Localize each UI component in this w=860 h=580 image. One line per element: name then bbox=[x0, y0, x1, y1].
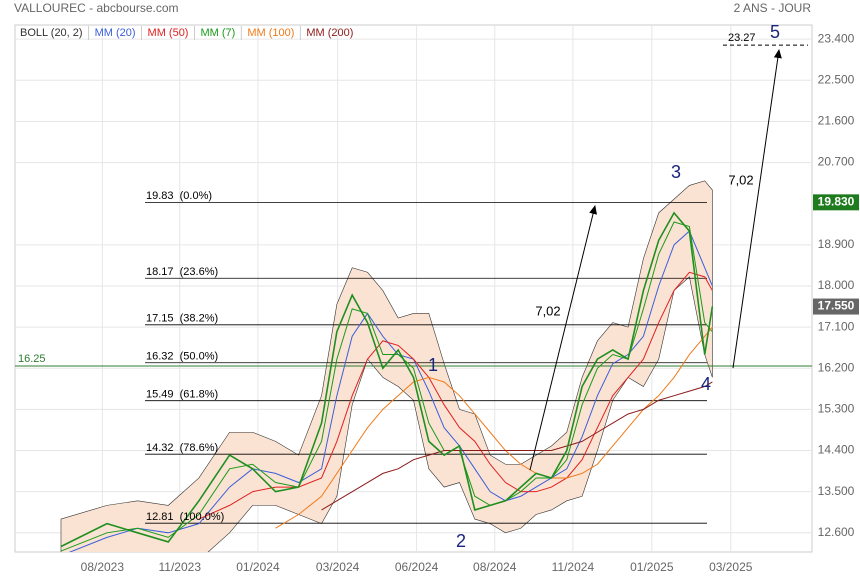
fib-label: 16.32 (50.0%) bbox=[146, 351, 218, 363]
x-tick-label: 06/2024 bbox=[395, 560, 439, 574]
arrow bbox=[732, 49, 782, 369]
legend-label: BOLL (20, 2) bbox=[20, 27, 83, 39]
price-box-label: 17.550 bbox=[818, 299, 855, 313]
x-tick-label: 03/2025 bbox=[709, 560, 753, 574]
legend-label: MM (200) bbox=[306, 27, 353, 39]
x-tick-label: 01/2024 bbox=[236, 560, 280, 574]
x-tick-label: 08/2023 bbox=[81, 560, 125, 574]
x-tick-label: 03/2024 bbox=[316, 560, 360, 574]
wave-label: 3 bbox=[671, 162, 681, 182]
y-tick-label: 20.700 bbox=[818, 155, 855, 169]
x-tick-label: 11/2023 bbox=[159, 560, 202, 574]
x-tick-label: 11/2024 bbox=[552, 560, 595, 574]
wave-label: 4 bbox=[701, 374, 711, 394]
y-tick-label: 16.200 bbox=[818, 360, 855, 374]
chart-title: VALLOUREC - abcbourse.com bbox=[14, 1, 179, 15]
y-tick-label: 17.100 bbox=[818, 319, 855, 333]
legend-label: MM (50) bbox=[148, 27, 189, 39]
target-label: 23.27 bbox=[728, 32, 756, 44]
y-tick-label: 14.400 bbox=[818, 443, 855, 457]
wave-label: 2 bbox=[456, 531, 466, 551]
y-tick-label: 12.600 bbox=[818, 525, 855, 539]
fib-label: 19.83 (0.0%) bbox=[146, 190, 212, 202]
fib-label: 14.32 (78.6%) bbox=[146, 442, 218, 454]
measure-label: 7,02 bbox=[535, 303, 560, 318]
moving-average bbox=[321, 381, 713, 511]
x-tick-label: 01/2025 bbox=[630, 560, 674, 574]
y-tick-label: 21.600 bbox=[818, 114, 855, 128]
price-line bbox=[60, 211, 714, 548]
wave-label: 5 bbox=[770, 22, 780, 42]
y-tick-label: 18.900 bbox=[818, 237, 855, 251]
chart-subtitle: 2 ANS - JOUR bbox=[734, 1, 812, 15]
price-box bbox=[813, 194, 859, 211]
moving-average bbox=[198, 271, 713, 520]
measure-label: 7,02 bbox=[728, 172, 753, 187]
legend-label: MM (7) bbox=[200, 27, 235, 39]
wave-label: 1 bbox=[428, 355, 438, 375]
y-tick-label: 15.300 bbox=[818, 402, 855, 416]
x-tick-label: 08/2024 bbox=[473, 560, 517, 574]
price-box bbox=[813, 298, 859, 315]
fib-label: 15.49 (61.8%) bbox=[146, 389, 218, 401]
legend-label: MM (100) bbox=[247, 27, 294, 39]
fib-label: 12.81 (100.0%) bbox=[146, 511, 224, 523]
legend-label: MM (20) bbox=[95, 27, 136, 39]
fib-label: 18.17 (23.6%) bbox=[146, 266, 218, 278]
plot-frame bbox=[14, 24, 813, 553]
fib-label: 17.15 (38.2%) bbox=[146, 313, 218, 325]
price-box-label: 19.830 bbox=[818, 195, 855, 209]
y-tick-label: 23.400 bbox=[818, 31, 855, 45]
arrow bbox=[529, 205, 597, 471]
plot-area bbox=[15, 25, 812, 552]
y-tick-label: 22.500 bbox=[818, 72, 855, 86]
support-label: 16.25 bbox=[18, 353, 46, 365]
y-tick-label: 18.000 bbox=[818, 278, 855, 292]
y-tick-label: 13.500 bbox=[818, 484, 855, 498]
